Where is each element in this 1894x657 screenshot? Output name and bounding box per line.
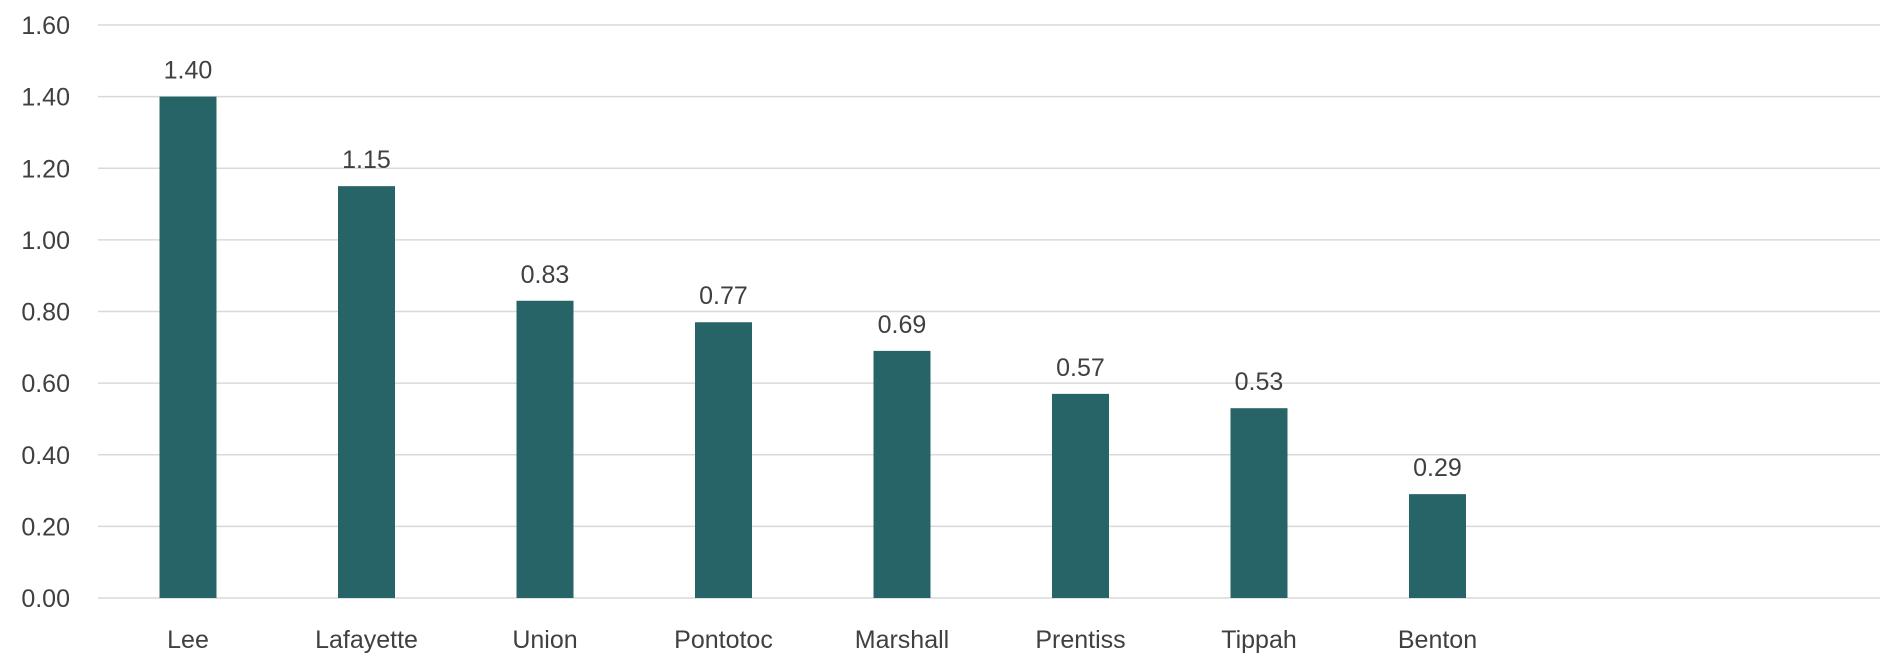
category-label: Union xyxy=(512,626,577,654)
bar xyxy=(695,322,752,598)
bar xyxy=(873,350,931,598)
data-label: 1.40 xyxy=(164,57,213,85)
x-axis-category-labels: Lee Lafayette Union Pontotoc Marshall Prentis… xyxy=(167,626,1477,654)
category-label: Lee xyxy=(167,626,209,654)
y-axis-tick-labels: 0.00 0.20 0.40 0.60 0.80 1.00 1.20 1.40 1.60 xyxy=(21,12,70,613)
bar xyxy=(1409,494,1466,598)
y-tick-label: 1.00 xyxy=(21,227,70,255)
category-label: Benton xyxy=(1398,626,1477,654)
category-label: Pontotoc xyxy=(674,626,773,654)
y-tick-label: 0.80 xyxy=(21,299,70,327)
bar xyxy=(338,186,395,598)
data-label: 0.77 xyxy=(699,282,748,310)
category-label: Marshall xyxy=(855,626,949,654)
y-tick-label: 0.60 xyxy=(21,370,70,398)
y-tick-label: 0.20 xyxy=(21,513,70,541)
data-labels: 1.40 1.15 0.83 0.77 0.69 0.57 0.53 0.29 xyxy=(164,57,1462,483)
data-label: 0.53 xyxy=(1235,368,1284,396)
data-label: 0.69 xyxy=(878,311,927,339)
data-label: 1.15 xyxy=(342,146,391,174)
y-tick-label: 1.40 xyxy=(21,84,70,112)
y-tick-label: 0.40 xyxy=(21,442,70,470)
bar xyxy=(516,300,574,598)
data-label: 0.57 xyxy=(1056,354,1105,382)
bars xyxy=(159,96,1466,598)
bar xyxy=(159,96,217,598)
y-tick-label: 1.20 xyxy=(21,155,70,183)
y-tick-label: 0.00 xyxy=(21,585,70,613)
category-label: Tippah xyxy=(1221,626,1297,654)
data-label: 0.83 xyxy=(521,261,570,289)
category-label: Prentiss xyxy=(1035,626,1125,654)
bar xyxy=(1052,393,1109,598)
data-label: 0.29 xyxy=(1413,454,1462,482)
bar xyxy=(1230,408,1288,598)
y-tick-label: 1.60 xyxy=(21,12,70,40)
category-label: Lafayette xyxy=(315,626,418,654)
